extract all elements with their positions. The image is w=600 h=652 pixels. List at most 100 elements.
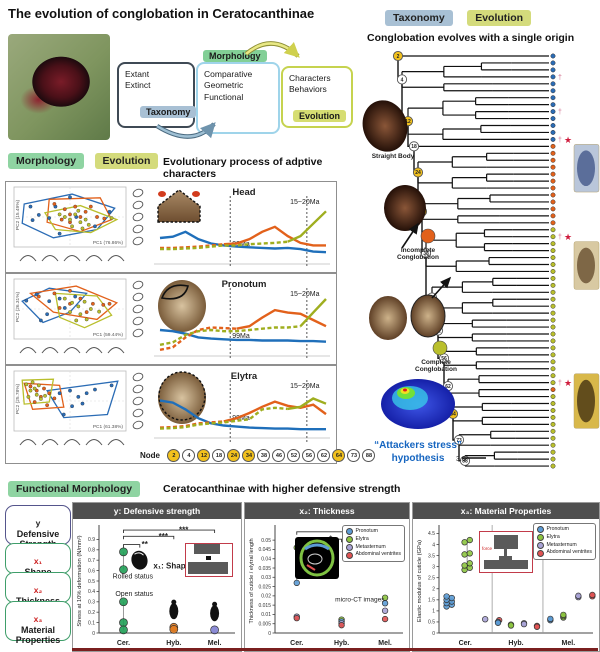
legend-dot-icon	[346, 551, 354, 559]
svg-text:2.5: 2.5	[428, 575, 435, 581]
node-row-label: Node	[140, 451, 160, 461]
node-chip-73: 73	[347, 449, 361, 463]
svg-text:PC2 (15.49%): PC2 (15.49%)	[15, 200, 21, 231]
legend-item: Metasternum	[537, 542, 592, 550]
svg-text:Stress at 10% deformation (N/m: Stress at 10% deformation (N/mm²)	[77, 535, 83, 626]
svg-text:hypothesis: hypothesis	[392, 453, 445, 464]
svg-text:Cer.: Cer.	[117, 640, 130, 647]
svg-text:†: †	[558, 109, 562, 116]
panel-svg-elytra: PC1 (61.38%) PC2 (25.78%) Elytra 99Ma 15~20M…	[13, 370, 330, 446]
panel-elytra: PC1 (61.38%) PC2 (25.78%) Elytra 99Ma 15~20M…	[5, 365, 337, 464]
svg-text:88: 88	[462, 459, 468, 465]
defense-strength-plot: y: Defensive strength 0 0.1 0.2 0.3 0.4 0.5 0.…	[72, 502, 242, 652]
bottom-accent-bar	[72, 648, 598, 651]
svg-text:Hyb.: Hyb.	[166, 640, 181, 647]
svg-text:0.01: 0.01	[261, 612, 271, 618]
svg-text:†: †	[558, 380, 562, 387]
svg-text:Rolled status: Rolled status	[113, 573, 154, 580]
legend-dot-icon	[346, 543, 354, 551]
svg-text:1.5: 1.5	[428, 598, 435, 604]
node-chip-34: 34	[242, 449, 256, 463]
svg-text:Cer.: Cer.	[290, 640, 303, 647]
svg-text:0.005: 0.005	[258, 622, 271, 628]
svg-text:Hyb.: Hyb.	[334, 640, 349, 647]
flow-box-morphology: Comparative Geometric Functional	[196, 62, 280, 134]
svg-text:Pronotum: Pronotum	[222, 279, 267, 290]
svg-text:**: **	[142, 540, 149, 549]
legend-item: Abdominal ventrites	[537, 549, 592, 557]
legend-item: Abdominal ventrites	[346, 551, 401, 559]
material-plot-header: x₃: Material Properties	[413, 503, 599, 519]
node-chip-46: 46	[272, 449, 286, 463]
svg-text:15~20Ma: 15~20Ma	[290, 199, 319, 206]
svg-text:1: 1	[432, 609, 435, 615]
node-chip-12: 12	[197, 449, 211, 463]
node-chip-24: 24	[227, 449, 241, 463]
var-box-x2: x₂Thickness	[5, 572, 71, 606]
svg-text:micro-CT images: micro-CT images	[335, 596, 385, 603]
thickness-plot: x₂: Thickness 0 0.005 0.01 0.015 0.02 0.025 0.…	[244, 502, 410, 652]
svg-text:0.03: 0.03	[261, 575, 271, 581]
legend-item: Elytra	[537, 534, 592, 542]
thickness-legend: Pronotum Elytra Metasternum Abdominal ventr…	[342, 525, 405, 563]
node-row: Node 2 4 12 18 24 34 38 46 52 56 62 64 73 88	[140, 447, 377, 465]
svg-text:0.6: 0.6	[88, 568, 95, 574]
svg-text:0.05: 0.05	[261, 538, 271, 544]
svg-text:0: 0	[92, 631, 95, 637]
tree-tag-taxonomy: Taxonomy	[385, 10, 453, 26]
svg-text:24: 24	[415, 170, 421, 176]
flow-arrows	[155, 41, 300, 139]
phylogenetic-tree: †††††★★★24121824343846525662647388Straig…	[362, 50, 600, 469]
svg-text:0.2: 0.2	[88, 610, 95, 616]
var-sym-x1: x₁	[33, 556, 43, 567]
svg-text:2: 2	[432, 587, 435, 593]
svg-text:4: 4	[401, 77, 404, 83]
svg-text:38: 38	[423, 251, 429, 257]
svg-text:Head: Head	[232, 187, 255, 198]
svg-text:15~20Ma: 15~20Ma	[290, 291, 319, 298]
svg-text:0.7: 0.7	[88, 558, 95, 564]
legend-item: Pronotum	[346, 528, 401, 536]
legend-dot-icon	[537, 549, 545, 557]
svg-text:x₁: Shape: x₁: Shape	[153, 562, 190, 571]
panel-pronotum: PC1 (59.44%) PC2 (26.31%) Pronotum 99Ma 15~2…	[5, 273, 337, 365]
svg-text:18: 18	[411, 144, 417, 150]
svg-text:†: †	[558, 74, 562, 81]
svg-text:99Ma: 99Ma	[232, 415, 250, 422]
var-label-x3: Material Properties	[15, 625, 61, 646]
svg-text:2: 2	[397, 54, 400, 60]
svg-text:Elastic modulus of cuticle (GP: Elastic modulus of cuticle (GPa)	[417, 540, 423, 622]
morph-tag-morphology: Morphology	[8, 153, 85, 169]
node-chip-88: 88	[362, 449, 376, 463]
legend-item: Pronotum	[537, 526, 592, 534]
legend-dot-icon	[537, 534, 545, 542]
svg-text:4: 4	[432, 542, 435, 548]
svg-text:Straight Body: Straight Body	[372, 153, 415, 160]
svg-text:0.9: 0.9	[88, 537, 95, 543]
legend-item: Metasternum	[346, 544, 401, 552]
svg-text:Mel.: Mel.	[562, 640, 576, 647]
svg-text:0.045: 0.045	[258, 547, 271, 553]
var-sym-y: y	[35, 518, 41, 529]
svg-text:0.04: 0.04	[261, 557, 271, 563]
legend-dot-icon	[346, 536, 354, 544]
svg-text:56: 56	[441, 356, 447, 362]
svg-text:Hyb.: Hyb.	[508, 640, 523, 647]
svg-text:★: ★	[564, 135, 572, 145]
svg-text:PC1 (76.86%): PC1 (76.86%)	[93, 240, 124, 246]
svg-text:***: ***	[179, 526, 189, 535]
svg-text:15~20Ma: 15~20Ma	[290, 383, 319, 390]
svg-text:99Ma: 99Ma	[232, 333, 250, 340]
node-chip-64: 64	[332, 449, 346, 463]
defense-plot-header: y: Defensive strength	[73, 503, 241, 519]
flow-tag-taxonomy: Taxonomy	[140, 106, 197, 118]
nanoindentation-inset: force	[479, 531, 533, 573]
node-chip-52: 52	[287, 449, 301, 463]
svg-text:†: †	[558, 234, 562, 241]
svg-text:3.5: 3.5	[428, 553, 435, 559]
panel-head: PC1 (76.86%) PC2 (15.49%) Head 99Ma 15~20Ma	[5, 181, 337, 273]
